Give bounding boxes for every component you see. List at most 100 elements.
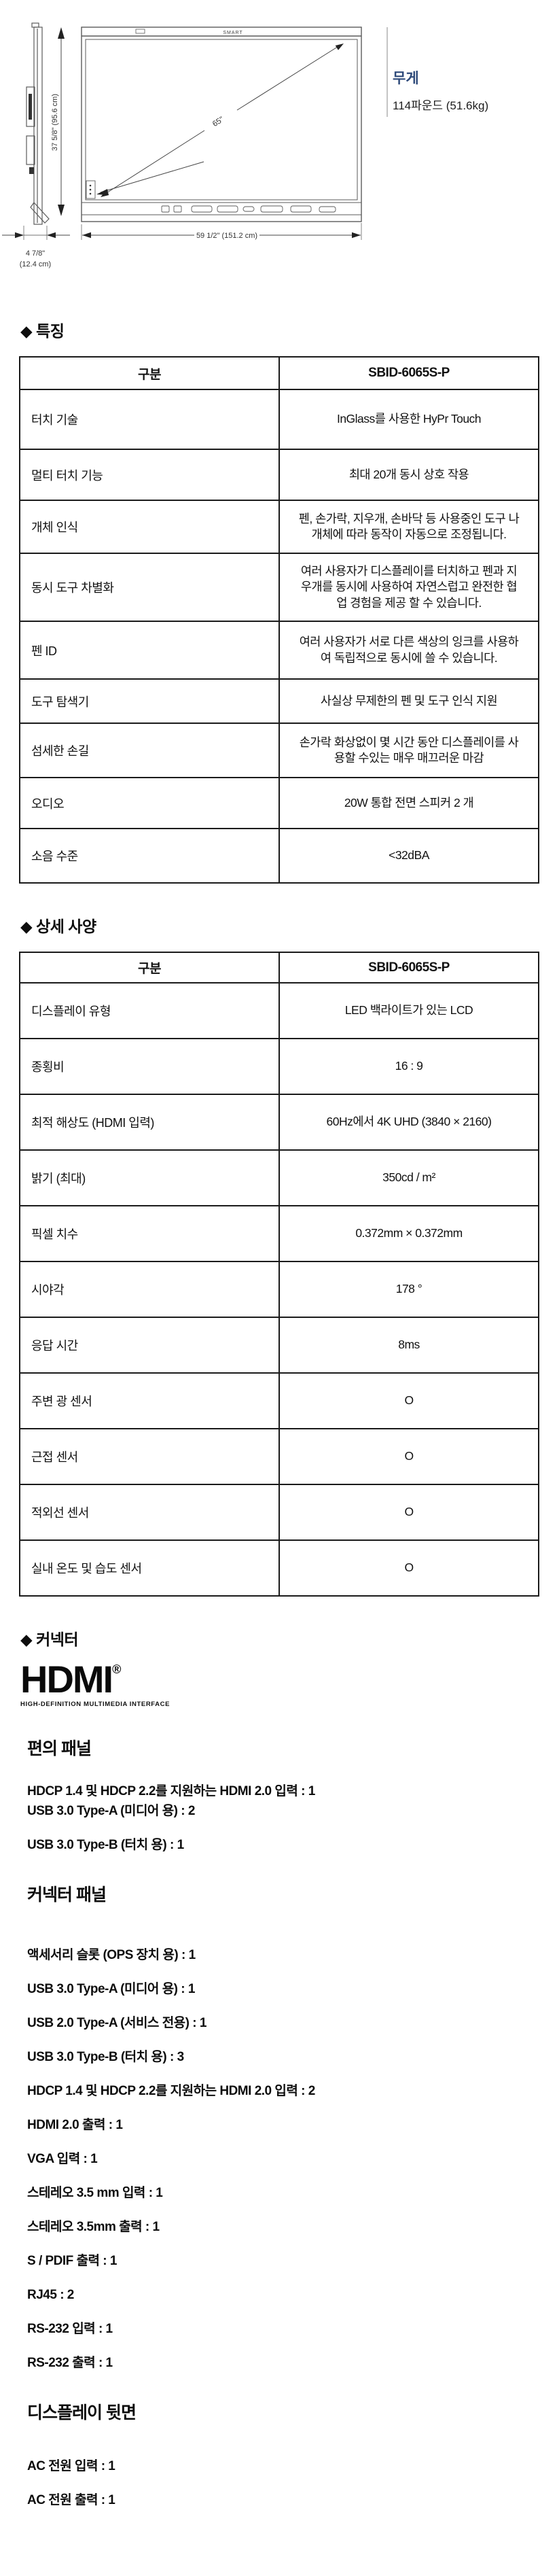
table-row: 밝기 (최대) 350cd / m²: [19, 1149, 539, 1206]
height-dimension: 37 5/8" (95.6 cm): [51, 27, 65, 216]
list-item: HDCP 1.4 및 HDCP 2.2를 지원하는 HDMI 2.0 입력 : …: [27, 1784, 315, 1798]
depth-dimension-label-cm: (12.4 cm): [20, 260, 51, 268]
table-row: 터치 기술 InGlass를 사용한 HyPr Touch: [19, 389, 539, 450]
spec-value: O: [278, 1372, 539, 1429]
feature-label: 동시 도구 차별화: [19, 553, 280, 622]
table-row: 디스플레이 유형 LED 백라이트가 있는 LCD: [19, 982, 539, 1039]
spec-value: 0.372mm × 0.372mm: [278, 1205, 539, 1262]
connector-slots: [161, 205, 336, 213]
list-item: VGA 입력 : 1: [27, 2152, 98, 2166]
features-col-model: SBID-6065S-P: [278, 356, 539, 390]
features-header-row: 구분 SBID-6065S-P: [19, 356, 539, 390]
feature-value: 최대 20개 동시 상호 작용: [278, 449, 539, 501]
list-item: USB 2.0 Type-A (서비스 전용) : 1: [27, 2016, 206, 2030]
specs-table: 구분 SBID-6065S-P 디스플레이 유형 LED 백라이트가 있는 LC…: [19, 952, 539, 1597]
feature-label: 멀티 터치 기능: [19, 449, 280, 501]
spec-value: O: [278, 1428, 539, 1485]
connector-panel-heading: 커넥터 패널: [27, 1885, 107, 1904]
spec-label: 시야각: [19, 1261, 280, 1318]
hdmi-logo: HDMI®: [20, 1660, 557, 1699]
diagonal-dimension-label: 65": [211, 116, 226, 128]
features-heading: ◆ 특징: [20, 322, 65, 340]
specs-header-row: 구분 SBID-6065S-P: [19, 952, 539, 984]
list-item: HDCP 1.4 및 HDCP 2.2를 지원하는 HDMI 2.0 입력 : …: [27, 2084, 315, 2098]
list-item: USB 3.0 Type-A (미디어 용) : 1: [27, 1982, 195, 1996]
feature-label: 도구 탐색기: [19, 678, 280, 724]
spec-value: 8ms: [278, 1317, 539, 1374]
side-connector-callout: [86, 161, 204, 199]
list-item: S / PDIF 출력 : 1: [27, 2254, 117, 2268]
depth-dimension: 4 7/8" (12.4 cm): [2, 226, 70, 268]
feature-value: InGlass를 사용한 HyPr Touch: [278, 389, 539, 450]
table-row: 섬세한 손길 손가락 화상없이 몇 시간 동안 디스플레이를 사용할 수있는 매…: [19, 723, 539, 778]
spec-value: 16 : 9: [278, 1038, 539, 1095]
feature-value: 여러 사용자가 디스플레이를 터치하고 펜과 지우개를 동시에 사용하여 자연스…: [278, 553, 539, 622]
table-row: 동시 도구 차별화 여러 사용자가 디스플레이를 터치하고 펜과 지우개를 동시…: [19, 553, 539, 622]
spec-value: 350cd / m²: [278, 1149, 539, 1206]
table-row: 멀티 터치 기능 최대 20개 동시 상호 작용: [19, 449, 539, 501]
list-item: RS-232 출력 : 1: [27, 2356, 113, 2370]
width-dimension: 59 1/2" (151.2 cm): [81, 223, 362, 240]
list-item: RJ45 : 2: [27, 2288, 74, 2302]
spec-label: 최적 해상도 (HDMI 입력): [19, 1094, 280, 1151]
convenience-panel-heading: 편의 패널: [27, 1739, 92, 1758]
spec-label: 밝기 (최대): [19, 1149, 280, 1206]
list-item: USB 3.0 Type-B (터치 용) : 1: [27, 1838, 184, 1852]
height-dimension-label: 37 5/8" (95.6 cm): [51, 94, 59, 151]
table-row: 적외선 센서 O: [19, 1484, 539, 1541]
table-row: 최적 해상도 (HDMI 입력) 60Hz에서 4K UHD (3840 × 2…: [19, 1094, 539, 1151]
width-dimension-label: 59 1/2" (151.2 cm): [196, 232, 257, 240]
list-item: 스테레오 3.5mm 출력 : 1: [27, 2220, 160, 2234]
table-row: 응답 시간 8ms: [19, 1317, 539, 1374]
table-row: 도구 탐색기 사실상 무제한의 펜 및 도구 인식 지원: [19, 678, 539, 724]
feature-label: 터치 기술: [19, 389, 280, 450]
hdmi-logo-block: HDMI® HIGH-DEFINITION MULTIMEDIA INTERFA…: [20, 1660, 557, 1709]
spec-value: O: [278, 1484, 539, 1541]
spec-label: 적외선 센서: [19, 1484, 280, 1541]
feature-label: 섬세한 손길: [19, 723, 280, 778]
feature-label: 오디오: [19, 777, 280, 829]
diagonal-dimension: 65": [101, 43, 344, 197]
depth-dimension-label-inches: 4 7/8": [26, 249, 45, 258]
features-table: 구분 SBID-6065S-P 터치 기술 InGlass를 사용한 HyPr …: [19, 356, 539, 884]
feature-value: 20W 통합 전면 스피커 2 개: [278, 777, 539, 829]
spec-value: 60Hz에서 4K UHD (3840 × 2160): [278, 1094, 539, 1151]
feature-label: 펜 ID: [19, 621, 280, 680]
table-row: 개체 인식 펜, 손가락, 지우개, 손바닥 등 사용중인 도구 나 개체에 따…: [19, 500, 539, 554]
table-row: 주변 광 센서 O: [19, 1372, 539, 1429]
spec-label: 픽셀 치수: [19, 1205, 280, 1262]
specs-col-model: SBID-6065S-P: [278, 952, 539, 984]
list-item: 스테레오 3.5 mm 입력 : 1: [27, 2186, 163, 2200]
spec-label: 디스플레이 유형: [19, 982, 280, 1039]
feature-value: <32dBA: [278, 828, 539, 884]
features-col-category: 구분: [19, 356, 280, 390]
weight-value: 114파운드 (51.6kg): [393, 99, 488, 112]
feature-label: 개체 인식: [19, 500, 280, 554]
list-item: USB 3.0 Type-A (미디어 용) : 2: [27, 1804, 195, 1818]
list-item: USB 3.0 Type-B (터치 용) : 3: [27, 2050, 184, 2064]
table-row: 소음 수준 <32dBA: [19, 828, 539, 884]
weight-label: 무게: [393, 71, 419, 86]
spec-value: 178 °: [278, 1261, 539, 1318]
hdmi-logo-text: HDMI: [20, 1658, 113, 1701]
front-view: [81, 27, 362, 222]
table-row: 펜 ID 여러 사용자가 서로 다른 색상의 잉크를 사용하여 독립적으로 동시…: [19, 621, 539, 680]
side-view: [26, 22, 50, 225]
spec-label: 종횡비: [19, 1038, 280, 1095]
display-technical-drawing: 37 5/8" (95.6 cm) SMART: [0, 0, 557, 284]
spec-value: O: [278, 1539, 539, 1597]
list-item: HDMI 2.0 출력 : 1: [27, 2118, 123, 2132]
hdmi-registered-mark: ®: [112, 1663, 122, 1676]
list-item: AC 전원 출력 : 1: [27, 2493, 115, 2507]
list-item: RS-232 입력 : 1: [27, 2322, 113, 2336]
table-row: 오디오 20W 통합 전면 스피커 2 개: [19, 777, 539, 829]
feature-value: 손가락 화상없이 몇 시간 동안 디스플레이를 사용할 수있는 매우 매끄러운 …: [278, 723, 539, 778]
spec-label: 실내 온도 및 습도 센서: [19, 1539, 280, 1597]
table-row: 근접 센서 O: [19, 1428, 539, 1485]
table-row: 종횡비 16 : 9: [19, 1038, 539, 1095]
smart-logo: SMART: [223, 31, 242, 35]
feature-value: 펜, 손가락, 지우개, 손바닥 등 사용중인 도구 나 개체에 따라 동작이 …: [278, 500, 539, 554]
feature-value: 여러 사용자가 서로 다른 색상의 잉크를 사용하여 독립적으로 동시에 쓸 수…: [278, 621, 539, 680]
connectors-heading: ◆ 커넥터: [20, 1631, 79, 1648]
